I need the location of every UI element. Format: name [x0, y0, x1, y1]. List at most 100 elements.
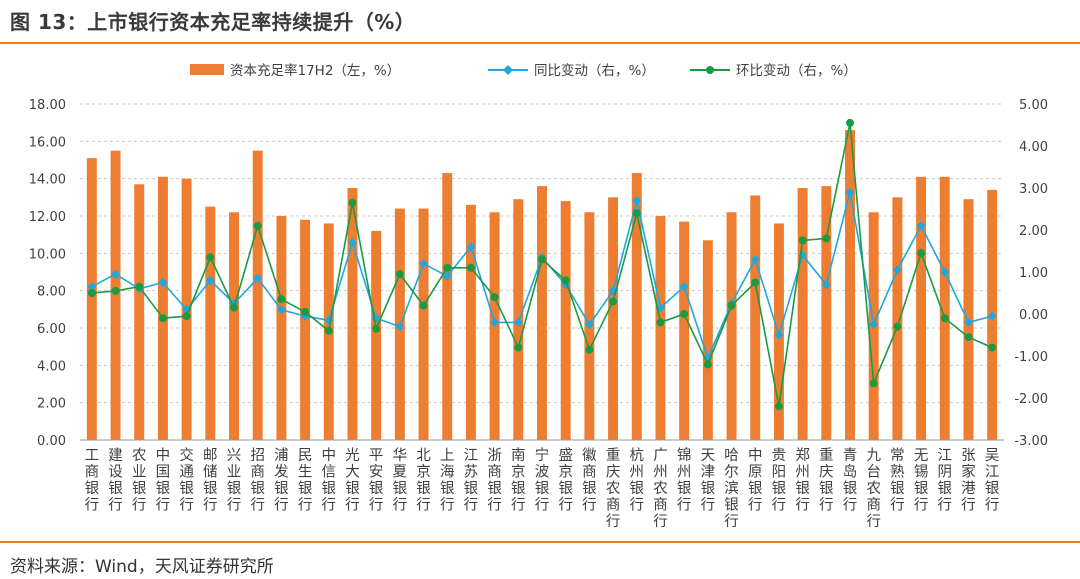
bar	[726, 212, 737, 440]
bar	[821, 186, 832, 440]
category-label: 工商银行	[85, 448, 100, 514]
bar	[205, 206, 216, 440]
left-axis-tick-label: 16.00	[29, 135, 66, 150]
bar	[939, 176, 950, 441]
legend-marker	[503, 65, 513, 75]
data-point-diamond	[87, 282, 97, 292]
data-point-circle	[466, 263, 475, 272]
data-point-diamond	[111, 269, 121, 279]
left-axis-tick-label: 2.00	[37, 397, 66, 412]
source-note: 资料来源：Wind，天风证券研究所	[10, 557, 274, 577]
category-label: 南京银行	[511, 447, 526, 514]
data-point-circle	[988, 343, 997, 352]
data-point-circle	[846, 118, 854, 127]
title-underline	[0, 42, 1080, 44]
bar	[560, 201, 571, 440]
data-point-circle	[253, 221, 262, 230]
category-label: 北京银行	[416, 447, 431, 514]
data-point-diamond	[869, 320, 879, 329]
data-point-circle	[395, 270, 404, 279]
category-label: 光大银行	[345, 447, 360, 514]
data-point-diamond	[750, 254, 760, 264]
bar	[465, 204, 476, 440]
left-axis-tick-label: 12.00	[29, 210, 66, 225]
source-divider	[0, 541, 1080, 543]
data-point-diamond	[774, 330, 784, 340]
data-point-diamond	[442, 271, 452, 281]
data-point-circle	[538, 255, 546, 264]
data-point-circle	[869, 379, 878, 388]
bar	[418, 208, 429, 440]
bar	[110, 150, 121, 440]
bar	[157, 176, 168, 441]
category-label: 兴业银行	[227, 447, 242, 514]
chart: 0.00 2.00 4.00 6.00 8.00 10.00 12.00 14.00 16.00…	[29, 62, 1048, 530]
left-axis-tick-label: 18.00	[29, 98, 66, 113]
data-point-circle	[182, 312, 191, 321]
data-point-circle	[111, 286, 120, 295]
bar	[916, 176, 927, 441]
data-point-circle	[419, 301, 428, 310]
data-point-circle	[348, 198, 357, 207]
data-point-diamond	[419, 259, 429, 269]
data-point-diamond	[395, 322, 405, 332]
data-point-circle	[158, 314, 167, 323]
data-point-circle	[324, 326, 333, 335]
category-label: 重庆银行	[819, 447, 834, 514]
data-point-circle	[656, 318, 665, 327]
category-label: 徽商银行	[582, 447, 597, 514]
data-point-diamond	[892, 265, 902, 275]
data-point-circle	[680, 310, 689, 318]
data-point-circle	[301, 307, 310, 316]
category-label: 天津银行	[701, 448, 716, 514]
left-axis-tick-label: 10.00	[29, 247, 66, 262]
left-axis-tick-label: 6.00	[37, 322, 66, 337]
data-point-diamond	[205, 275, 215, 285]
data-point-circle	[632, 209, 641, 218]
axes: 0.00 2.00 4.00 6.00 8.00 10.00 12.00 14.00 16.00…	[29, 98, 1048, 530]
category-label: 宁波银行	[535, 447, 550, 514]
bar	[537, 186, 547, 440]
category-label: 民生银行	[298, 448, 313, 514]
bar	[892, 197, 903, 440]
category-label: 中信银行	[322, 447, 337, 514]
category-label: 上海银行	[440, 447, 455, 514]
category-label: 招商银行	[250, 447, 265, 514]
legend: 资本充足率17H2（左，%） 同比变动（右，%） 环比变动（右，%）	[190, 62, 857, 79]
bar	[86, 158, 97, 440]
data-point-diamond	[963, 317, 973, 327]
bar	[252, 150, 263, 440]
category-label: 青岛银行	[843, 447, 858, 514]
data-point-circle	[585, 345, 594, 354]
data-point-diamond	[987, 311, 997, 321]
data-point-circle	[561, 276, 570, 285]
data-point-diamond	[276, 305, 286, 315]
data-point-diamond	[845, 187, 855, 197]
category-label: 中国银行	[156, 447, 171, 514]
figure-title: 图 13：上市银行资本充足率持续提升（%）	[10, 10, 416, 34]
category-label: 邮储银行	[203, 447, 218, 514]
data-point-diamond	[158, 278, 168, 287]
category-label: 浙商银行	[487, 447, 502, 514]
data-point-diamond	[466, 242, 476, 252]
category-label: 郑州银行	[795, 447, 810, 514]
right-axis-tick-label: 3.00	[1019, 182, 1048, 197]
bar	[845, 130, 855, 440]
bar	[631, 173, 642, 441]
data-point-circle	[940, 314, 949, 323]
left-axis-tick-label: 14.00	[29, 173, 66, 188]
right-axis-tick-label: 1.00	[1019, 266, 1048, 281]
bar	[702, 240, 713, 440]
category-label: 江阴银行	[938, 447, 953, 514]
bar	[229, 212, 239, 440]
left-axis-tick-label: 0.00	[37, 434, 66, 449]
right-axis-tick-label: -2.00	[1014, 392, 1048, 407]
data-point-circle	[87, 289, 96, 297]
category-label: 平安银行	[369, 448, 384, 514]
category-label: 常熟银行	[890, 447, 905, 514]
bar	[371, 230, 382, 440]
bar	[750, 195, 761, 440]
data-point-circle	[774, 402, 783, 411]
category-label: 盛京银行	[558, 447, 573, 514]
category-label: 交通银行	[179, 446, 194, 514]
